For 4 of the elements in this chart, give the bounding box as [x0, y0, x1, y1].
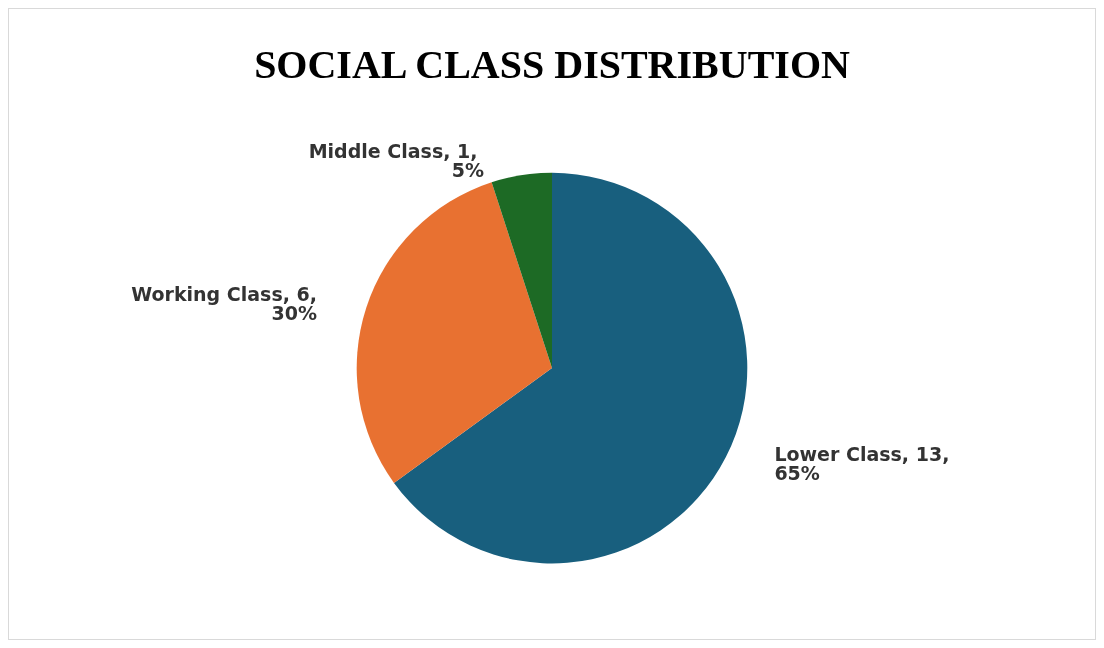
slice-label: Working Class, 6, 30%	[131, 282, 317, 324]
slice-label: Lower Class, 13, 65%	[774, 443, 956, 485]
chart-title: SOCIAL CLASS DISTRIBUTION	[254, 41, 850, 87]
slice-label: Middle Class, 1, 5%	[308, 139, 485, 181]
